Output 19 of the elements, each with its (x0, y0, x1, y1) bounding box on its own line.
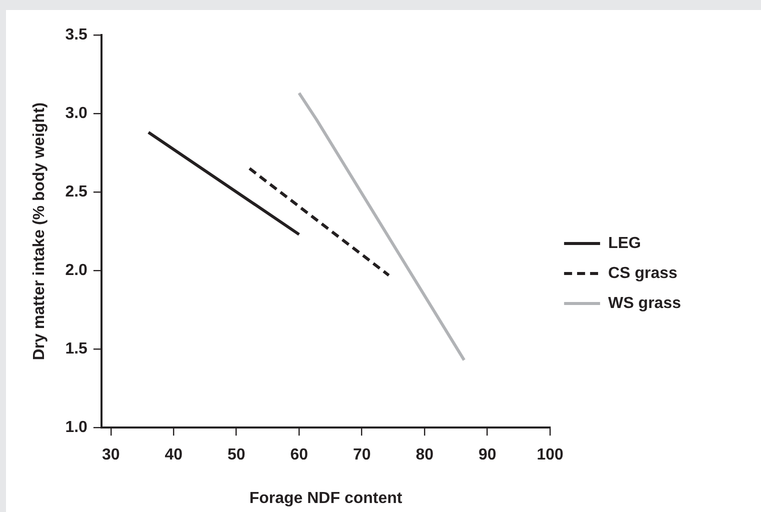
y-tick-label: 2.0 (65, 262, 88, 279)
x-axis-title: Forage NDF content (249, 490, 403, 507)
legend-label: WS grass (608, 294, 682, 312)
x-tick-label: 40 (164, 446, 183, 464)
legend-label: LEG (608, 234, 641, 252)
y-axis-title: Dry matter intake (% body weight) (31, 102, 48, 360)
legend-label: CS grass (608, 264, 678, 282)
x-tick-label: 80 (416, 446, 434, 464)
y-tick-label: 3.5 (65, 26, 88, 44)
y-tick-label: 1.0 (65, 419, 88, 436)
y-tick-label: 2.5 (65, 183, 88, 200)
y-tick-label: 3.0 (65, 104, 88, 122)
y-tick-label: 1.5 (65, 340, 88, 358)
x-tick-label: 30 (102, 446, 120, 464)
x-tick-label: 90 (478, 446, 496, 464)
x-tick-label: 70 (352, 446, 371, 464)
x-tick-label: 50 (227, 446, 246, 464)
x-tick-label: 100 (536, 446, 564, 464)
x-tick-label: 60 (290, 446, 308, 464)
